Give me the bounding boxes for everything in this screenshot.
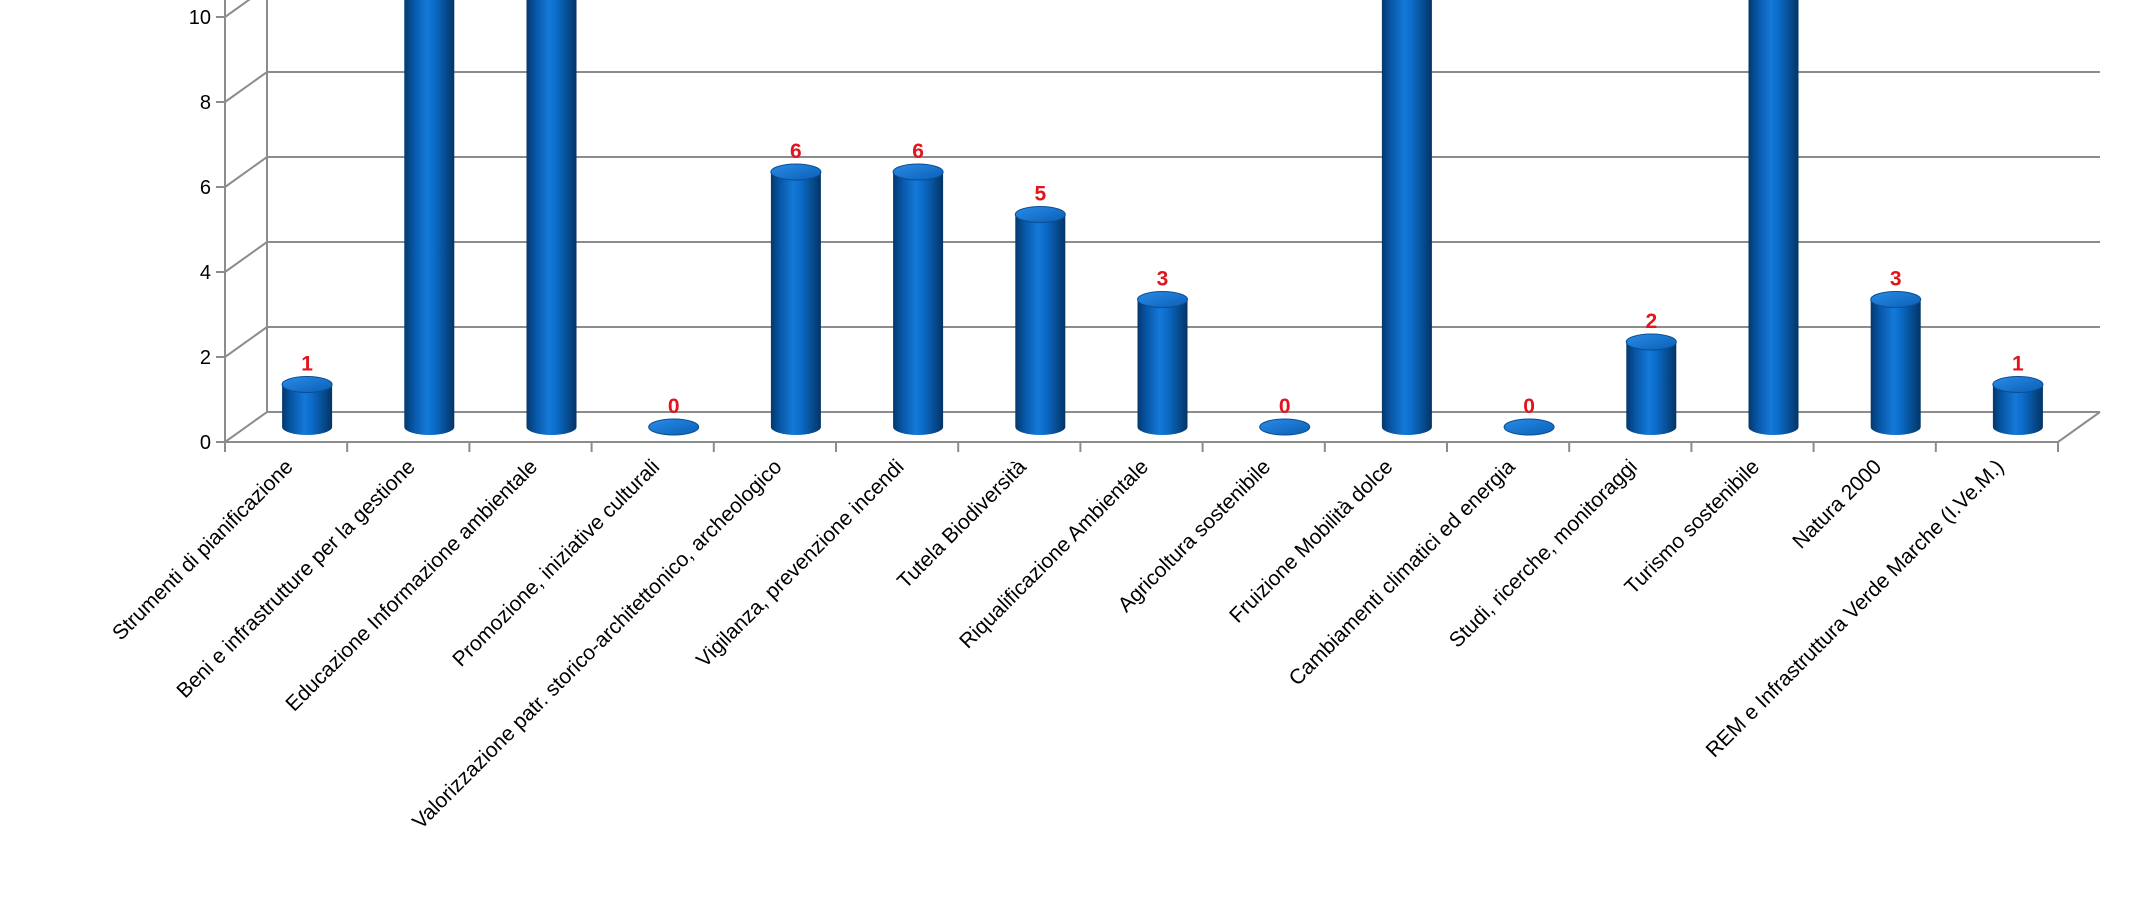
bar-cap (1259, 418, 1311, 436)
x-tick-label: Vigilanza, prevenzione incendi (692, 455, 909, 672)
x-tick-label: Tutela Biodiversità (893, 455, 1031, 593)
y-tick-label: 6 (200, 177, 211, 199)
bar-body (1015, 214, 1066, 435)
data-label: 0 (668, 395, 680, 418)
data-label: 5 (1034, 183, 1046, 206)
bar (648, 418, 700, 436)
bar-cap (770, 163, 822, 181)
y-tick-label: 2 (200, 347, 211, 369)
bar-cap (1503, 418, 1555, 436)
bar-cap (1014, 206, 1066, 223)
x-tick-label: Promozione, iniziative culturali (448, 455, 664, 671)
bar (1748, 0, 1799, 435)
data-label: 0 (1279, 395, 1291, 418)
data-label: 6 (912, 140, 924, 163)
data-label: 2 (1645, 310, 1657, 333)
y-tick-label: 10 (189, 7, 211, 29)
bar (1992, 376, 2044, 435)
gridline (224, 71, 2100, 103)
x-tick-label: Turismo sostenibile (1620, 455, 1764, 599)
y-tick-label: 4 (200, 262, 211, 284)
bar-body (1137, 299, 1188, 435)
data-label: 1 (301, 353, 313, 376)
bar (1503, 418, 1555, 436)
bar-cap (1870, 291, 1922, 308)
bar (404, 0, 455, 435)
bar-body (1626, 342, 1677, 435)
y-axis-ticks: 024681012141618 (189, 7, 225, 454)
bar-cap (892, 163, 944, 181)
bar-cap (1992, 376, 2044, 393)
y-tick-label: 0 (200, 432, 211, 454)
bar-cap (1137, 291, 1188, 308)
bar (892, 163, 944, 435)
bar (770, 163, 822, 435)
bar-body (770, 172, 821, 435)
bar-body (404, 0, 455, 435)
bar-body (1748, 0, 1799, 435)
bar-body (282, 384, 333, 435)
data-label: 6 (790, 140, 802, 163)
bar-cap (281, 376, 333, 393)
x-tick-label: Beni e infrastrutture per la gestione (172, 455, 419, 702)
data-label: 1 (2012, 353, 2024, 376)
data-label: 3 (1890, 268, 1902, 291)
y-tick-label: 8 (200, 92, 211, 114)
data-label: 0 (1523, 395, 1535, 418)
data-labels: 1181306653012021331 (301, 140, 2024, 418)
data-label: 3 (1157, 268, 1169, 291)
bar-cap (648, 418, 700, 436)
bar (1870, 291, 1922, 435)
x-tick-label: Cambiamenti climatici ed energia (1285, 455, 1520, 690)
bar-body (1992, 384, 2043, 435)
bar-body (1381, 0, 1432, 435)
x-tick-label: Educazione Informazione ambientale (281, 455, 542, 716)
bars (281, 0, 2044, 436)
bar-body (1870, 299, 1921, 435)
bar-body (526, 0, 577, 435)
bar (281, 376, 333, 435)
gridline (224, 156, 2100, 188)
x-tick-label: Natura 2000 (1788, 455, 1886, 553)
bar (1014, 206, 1066, 435)
bar (1259, 418, 1311, 436)
bar (1137, 291, 1188, 435)
bar (1625, 333, 1677, 435)
bar-body (893, 172, 944, 435)
gridline (224, 0, 251, 18)
bar (1381, 0, 1432, 435)
bar-cap (1625, 333, 1677, 351)
bar (526, 0, 577, 435)
